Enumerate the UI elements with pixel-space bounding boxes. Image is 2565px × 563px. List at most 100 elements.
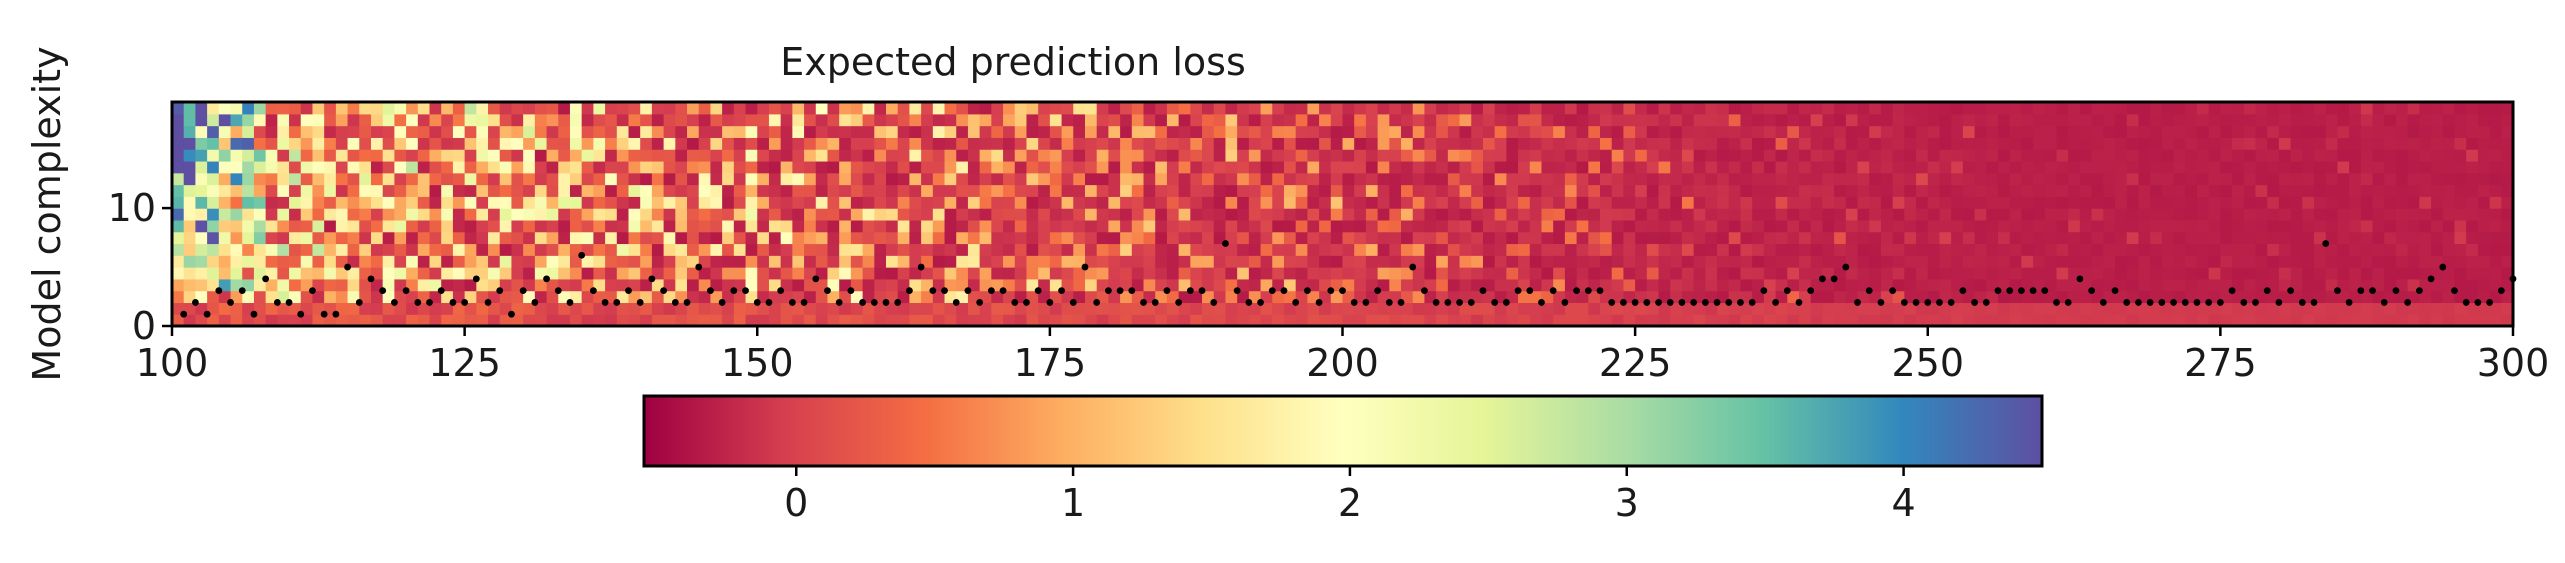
heatmap-cell: [1916, 243, 1929, 256]
heatmap-cell: [687, 137, 700, 150]
heatmap-cell: [1155, 243, 1168, 256]
heatmap-cell: [569, 278, 583, 292]
minimum-marker: [2427, 275, 2435, 283]
heatmap-cell: [1541, 113, 1554, 127]
heatmap-cell: [1190, 278, 1203, 292]
heatmap-cell: [2489, 219, 2502, 233]
heatmap-cell: [1155, 255, 1168, 268]
heatmap-cell: [2431, 137, 2444, 150]
heatmap-cell: [183, 243, 197, 256]
minimum-marker: [1011, 299, 1019, 306]
heatmap-cell: [2442, 267, 2456, 280]
heatmap-cell: [1061, 302, 1074, 315]
heatmap-cell: [1869, 302, 1882, 315]
heatmap-cell: [2068, 314, 2081, 327]
heatmap-cell: [1939, 125, 1952, 138]
heatmap-cell: [324, 196, 337, 209]
heatmap-cell: [768, 184, 782, 197]
heatmap-cell: [792, 137, 805, 150]
heatmap-cell: [1447, 196, 1461, 209]
heatmap-cell: [452, 267, 466, 280]
heatmap-cell: [1447, 219, 1461, 233]
heatmap-cell: [312, 219, 325, 233]
heatmap-cell: [1096, 184, 1109, 197]
heatmap-cell: [1295, 172, 1308, 186]
heatmap-cell: [862, 231, 875, 245]
heatmap-cell: [1342, 243, 1355, 256]
heatmap-cell: [1330, 196, 1344, 209]
heatmap-cell: [628, 267, 641, 280]
heatmap-cell: [2150, 314, 2163, 327]
heatmap-cell: [1354, 267, 1367, 280]
heatmap-cell: [663, 290, 676, 304]
heatmap-cell: [967, 231, 981, 245]
heatmap-cell: [2161, 113, 2175, 127]
heatmap-cell: [2349, 184, 2362, 197]
heatmap-cell: [956, 172, 969, 186]
minimum-marker: [1690, 299, 1698, 306]
heatmap-cell: [1190, 160, 1203, 174]
heatmap-cell: [1822, 278, 1835, 292]
heatmap-cell: [1108, 149, 1121, 162]
heatmap-cell: [558, 302, 571, 315]
heatmap-cell: [1588, 255, 1601, 268]
heatmap-cell: [722, 231, 735, 245]
heatmap-cell: [1775, 196, 1788, 209]
heatmap-cell: [1927, 255, 1941, 268]
heatmap-cell: [218, 314, 232, 327]
heatmap-cell: [1354, 196, 1367, 209]
heatmap-cell: [1096, 278, 1109, 292]
heatmap-cell: [476, 231, 489, 245]
heatmap-cell: [1693, 172, 1706, 186]
heatmap-cell: [1564, 243, 1578, 256]
heatmap-cell: [710, 196, 723, 209]
heatmap-cell: [464, 267, 477, 280]
heatmap-cell: [2489, 243, 2502, 256]
minimum-marker: [753, 299, 761, 306]
heatmap-cell: [2372, 302, 2385, 315]
heatmap-cell: [417, 243, 431, 256]
heatmap-cell: [546, 302, 559, 315]
heatmap-cell: [698, 278, 712, 292]
heatmap-cell: [195, 102, 208, 115]
heatmap-cell: [1752, 278, 1765, 292]
heatmap-cell: [2091, 231, 2104, 245]
heatmap-cell: [488, 302, 501, 315]
heatmap-cell: [1986, 314, 1999, 327]
heatmap-cell: [897, 137, 911, 150]
heatmap-cell: [347, 267, 360, 280]
heatmap-cell: [2395, 267, 2409, 280]
heatmap-cell: [242, 125, 255, 138]
heatmap-cell: [1354, 113, 1367, 127]
heatmap-cell: [2103, 302, 2116, 315]
heatmap-cell: [2290, 278, 2303, 292]
minimum-marker: [906, 287, 913, 295]
heatmap-cell: [921, 278, 934, 292]
heatmap-cell: [2208, 290, 2221, 304]
heatmap-cell: [1541, 196, 1554, 209]
heatmap-cell: [1260, 278, 1273, 292]
heatmap-cell: [2255, 255, 2268, 268]
heatmap-cell: [1330, 172, 1344, 186]
heatmap-cell: [979, 196, 992, 209]
heatmap-cell: [2477, 149, 2491, 162]
heatmap-cell: [1658, 267, 1671, 280]
heatmap-cell: [979, 208, 992, 221]
heatmap-cell: [909, 196, 922, 209]
heatmap-cell: [394, 184, 407, 197]
heatmap-cell: [2150, 149, 2163, 162]
heatmap-cell: [2220, 231, 2233, 245]
heatmap-cell: [1670, 125, 1683, 138]
heatmap-cell: [1120, 149, 1133, 162]
heatmap-cell: [1951, 267, 1964, 280]
heatmap-cell: [1272, 184, 1285, 197]
heatmap-cell: [1810, 149, 1823, 162]
heatmap-cell: [722, 125, 735, 138]
heatmap-cell: [1705, 184, 1718, 197]
heatmap-cell: [827, 184, 840, 197]
heatmap-cell: [1131, 172, 1145, 186]
x-axis: 100 125 150 175 200 225 250 275 300: [136, 326, 2549, 385]
minimum-marker: [1479, 287, 1487, 295]
heatmap-cell: [1681, 278, 1695, 292]
heatmap-cell: [991, 196, 1004, 209]
